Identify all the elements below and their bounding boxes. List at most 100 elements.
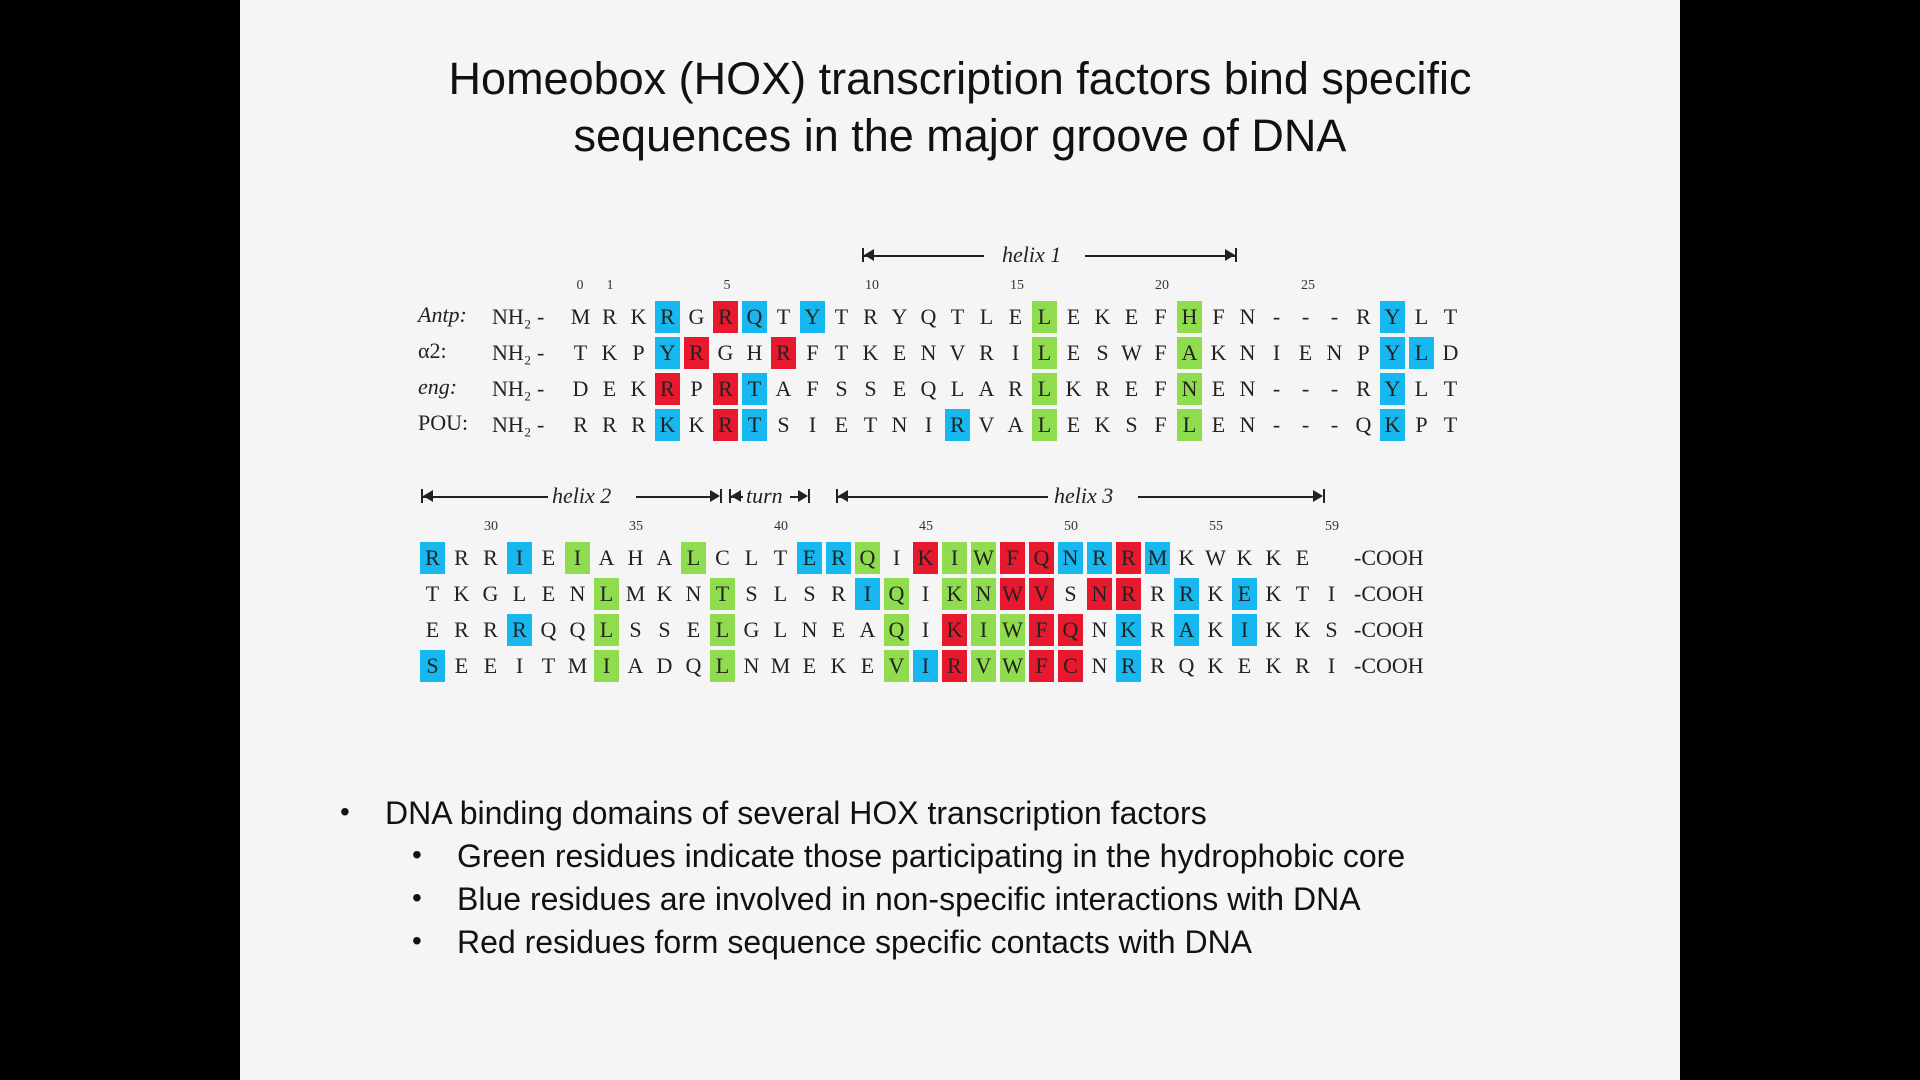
position-number: 35	[629, 519, 643, 534]
residue: K	[656, 581, 673, 606]
residue: P	[1415, 412, 1428, 437]
residue: L	[744, 545, 759, 570]
position-number: 5	[723, 278, 731, 293]
residue: L	[1409, 337, 1434, 369]
residue: D	[572, 376, 589, 401]
residue: T	[1443, 376, 1458, 401]
residue: R	[1095, 376, 1110, 401]
residue: T	[950, 304, 965, 329]
residue: R	[945, 409, 970, 441]
residue: L	[594, 578, 619, 610]
residue: F	[1212, 304, 1225, 329]
residue: L	[1032, 373, 1057, 405]
residue: S	[835, 376, 848, 401]
residue: S	[629, 617, 642, 642]
residue: S	[1096, 340, 1109, 365]
residue: R	[1150, 653, 1165, 678]
residue: R	[826, 542, 851, 574]
residue: A	[775, 376, 792, 401]
position-number: 1	[606, 278, 614, 293]
residue: Y	[1380, 373, 1405, 405]
residue: I	[971, 614, 996, 646]
residue: K	[630, 304, 647, 329]
residue: E	[797, 542, 822, 574]
residue: K	[1236, 545, 1253, 570]
residue: R	[573, 412, 588, 437]
residue: R	[1087, 542, 1112, 574]
residue: R	[655, 373, 680, 405]
bullet-blue: Blue residues are involved in non-specif…	[457, 881, 1361, 917]
residue: Q	[884, 614, 909, 646]
residue: Y	[800, 301, 825, 333]
residue: G	[688, 304, 705, 329]
residue: E	[483, 653, 498, 678]
residue: I	[921, 617, 930, 642]
helix3-line-right	[1138, 496, 1318, 498]
turn-line-left	[731, 496, 743, 498]
cooh-suffix: -COOH	[1354, 653, 1424, 678]
residue: E	[1237, 653, 1252, 678]
residue: N	[1239, 340, 1256, 365]
nh2-prefix: NH₂ -	[492, 412, 545, 437]
residue: D	[1442, 340, 1459, 365]
residue: E	[454, 653, 469, 678]
residue: M	[770, 653, 791, 678]
residue: A	[1007, 412, 1024, 437]
residue: L	[1032, 409, 1057, 441]
residue: E	[602, 376, 617, 401]
residue: A	[859, 617, 876, 642]
residue: R	[713, 373, 738, 405]
residue: N	[920, 340, 937, 365]
residue: R	[454, 545, 469, 570]
residue: E	[1066, 340, 1081, 365]
residue: F	[1000, 542, 1025, 574]
residue: I	[892, 545, 901, 570]
residue: -	[1272, 376, 1281, 401]
residue: W	[1000, 578, 1025, 610]
bullet-marker: •	[340, 796, 350, 827]
residue: G	[743, 617, 760, 642]
residue: V	[978, 412, 995, 437]
residue: K	[1294, 617, 1311, 642]
residue: V	[949, 340, 966, 365]
residue: I	[565, 542, 590, 574]
residue: R	[713, 301, 738, 333]
residue: S	[803, 581, 816, 606]
residue: -	[1301, 304, 1310, 329]
residue: K	[1265, 617, 1282, 642]
residue: A	[627, 653, 644, 678]
residue: N	[743, 653, 760, 678]
helix2-right-arrow	[710, 490, 720, 502]
residue: S	[420, 650, 445, 682]
residue: K	[1207, 617, 1224, 642]
residue: L	[710, 650, 735, 682]
residue: R	[1008, 376, 1023, 401]
bullet-marker: •	[412, 882, 422, 913]
residue: N	[1091, 653, 1108, 678]
position-number: 59	[1325, 519, 1339, 534]
residue: A	[656, 545, 673, 570]
residue: F	[1029, 614, 1054, 646]
residue: R	[713, 409, 738, 441]
residue: I	[594, 650, 619, 682]
residue: E	[541, 581, 556, 606]
residue: K	[1207, 653, 1224, 678]
cooh-suffix: -COOH	[1354, 581, 1424, 606]
residue: C	[1058, 650, 1083, 682]
residue: T	[834, 340, 849, 365]
residue: E	[425, 617, 440, 642]
residue: R	[655, 301, 680, 333]
residue: G	[482, 581, 499, 606]
residue: N	[1326, 340, 1343, 365]
residue: E	[1232, 578, 1257, 610]
residue: K	[942, 614, 967, 646]
residue: L	[1414, 376, 1429, 401]
residue: Q	[742, 301, 767, 333]
row-label-pou: POU:	[418, 410, 469, 435]
residue: S	[1325, 617, 1338, 642]
residue: K	[913, 542, 938, 574]
residue: R	[483, 545, 498, 570]
residue: Q	[920, 376, 937, 401]
helix1-line-right	[1085, 255, 1235, 257]
residue: Y	[1380, 301, 1405, 333]
